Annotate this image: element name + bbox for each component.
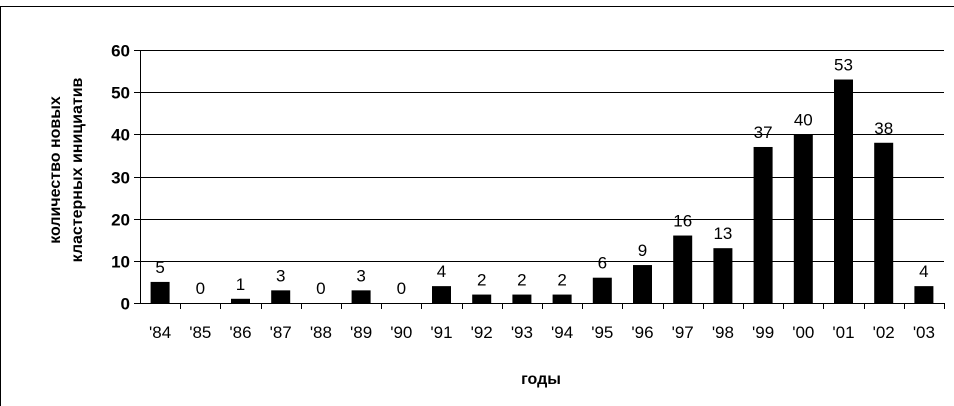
bar-91 <box>432 286 451 303</box>
x-tick-label: '92 <box>471 323 493 342</box>
x-tick-label: '84 <box>149 323 171 342</box>
x-tick-label: '00 <box>792 323 814 342</box>
data-label: 53 <box>834 56 853 75</box>
x-tick-label: '91 <box>430 323 452 342</box>
x-tick-label: '86 <box>229 323 251 342</box>
x-tick-label: '97 <box>672 323 694 342</box>
x-tick-label: '03 <box>913 323 935 342</box>
axes <box>134 50 945 309</box>
data-label: 4 <box>437 262 446 281</box>
data-label: 6 <box>598 254 607 273</box>
data-label: 2 <box>557 271 566 290</box>
y-tick-label: 10 <box>111 253 130 272</box>
data-label: 2 <box>477 271 486 290</box>
x-tick-label: '93 <box>511 323 533 342</box>
y-tick-label: 0 <box>121 295 130 314</box>
bar-95 <box>592 277 612 303</box>
y-tick-label: 60 <box>111 42 130 61</box>
bars <box>150 79 934 304</box>
data-label: 0 <box>196 279 205 298</box>
data-label: 0 <box>316 279 325 298</box>
data-label: 37 <box>754 123 773 142</box>
x-axis-title: годы <box>521 371 561 388</box>
y-tick-label: 50 <box>111 84 130 103</box>
bar-99 <box>753 146 773 303</box>
bar-98 <box>713 248 733 303</box>
bar-92 <box>472 294 492 303</box>
x-tick-label: '85 <box>189 323 211 342</box>
x-tick-label: '90 <box>390 323 412 342</box>
data-label: 0 <box>397 279 406 298</box>
labels: 0102030405060'845'850'861'873'880'893'90… <box>111 42 935 343</box>
bar-97 <box>673 235 693 303</box>
y-axis-title-line1: количество новых <box>47 96 64 244</box>
x-tick-label: '95 <box>591 323 613 342</box>
x-tick-label: '98 <box>712 323 734 342</box>
data-label: 13 <box>713 224 732 243</box>
bar-93 <box>512 294 532 303</box>
bar-94 <box>552 294 572 303</box>
data-label: 1 <box>236 275 245 294</box>
bar-00 <box>793 134 813 303</box>
bar-87 <box>271 290 291 303</box>
x-tick-label: '99 <box>752 323 774 342</box>
bar-89 <box>351 290 371 303</box>
data-label: 3 <box>356 266 365 285</box>
data-label: 5 <box>155 258 164 277</box>
y-axis-title-line2: кластерных инициатив <box>69 77 86 262</box>
data-label: 9 <box>638 241 647 260</box>
y-tick-label: 20 <box>111 211 130 230</box>
bar-02 <box>874 142 894 303</box>
bar-01 <box>834 79 853 304</box>
bar-84 <box>150 281 170 303</box>
y-tick-label: 30 <box>111 169 130 188</box>
x-tick-label: '94 <box>551 323 573 342</box>
data-label: 4 <box>919 262 928 281</box>
bar-86 <box>231 298 250 303</box>
gridlines <box>140 50 944 262</box>
y-tick-label: 40 <box>111 126 130 145</box>
bar-96 <box>633 265 652 303</box>
data-label: 2 <box>517 271 526 290</box>
x-tick-label: '02 <box>873 323 895 342</box>
data-label: 3 <box>276 266 285 285</box>
x-tick-label: '01 <box>832 323 854 342</box>
bar-03 <box>914 286 934 303</box>
x-tick-label: '88 <box>310 323 332 342</box>
data-label: 40 <box>794 110 813 129</box>
x-tick-label: '96 <box>631 323 653 342</box>
x-tick-label: '87 <box>270 323 292 342</box>
x-tick-label: '89 <box>350 323 372 342</box>
data-label: 16 <box>673 212 692 231</box>
data-label: 38 <box>874 119 893 138</box>
